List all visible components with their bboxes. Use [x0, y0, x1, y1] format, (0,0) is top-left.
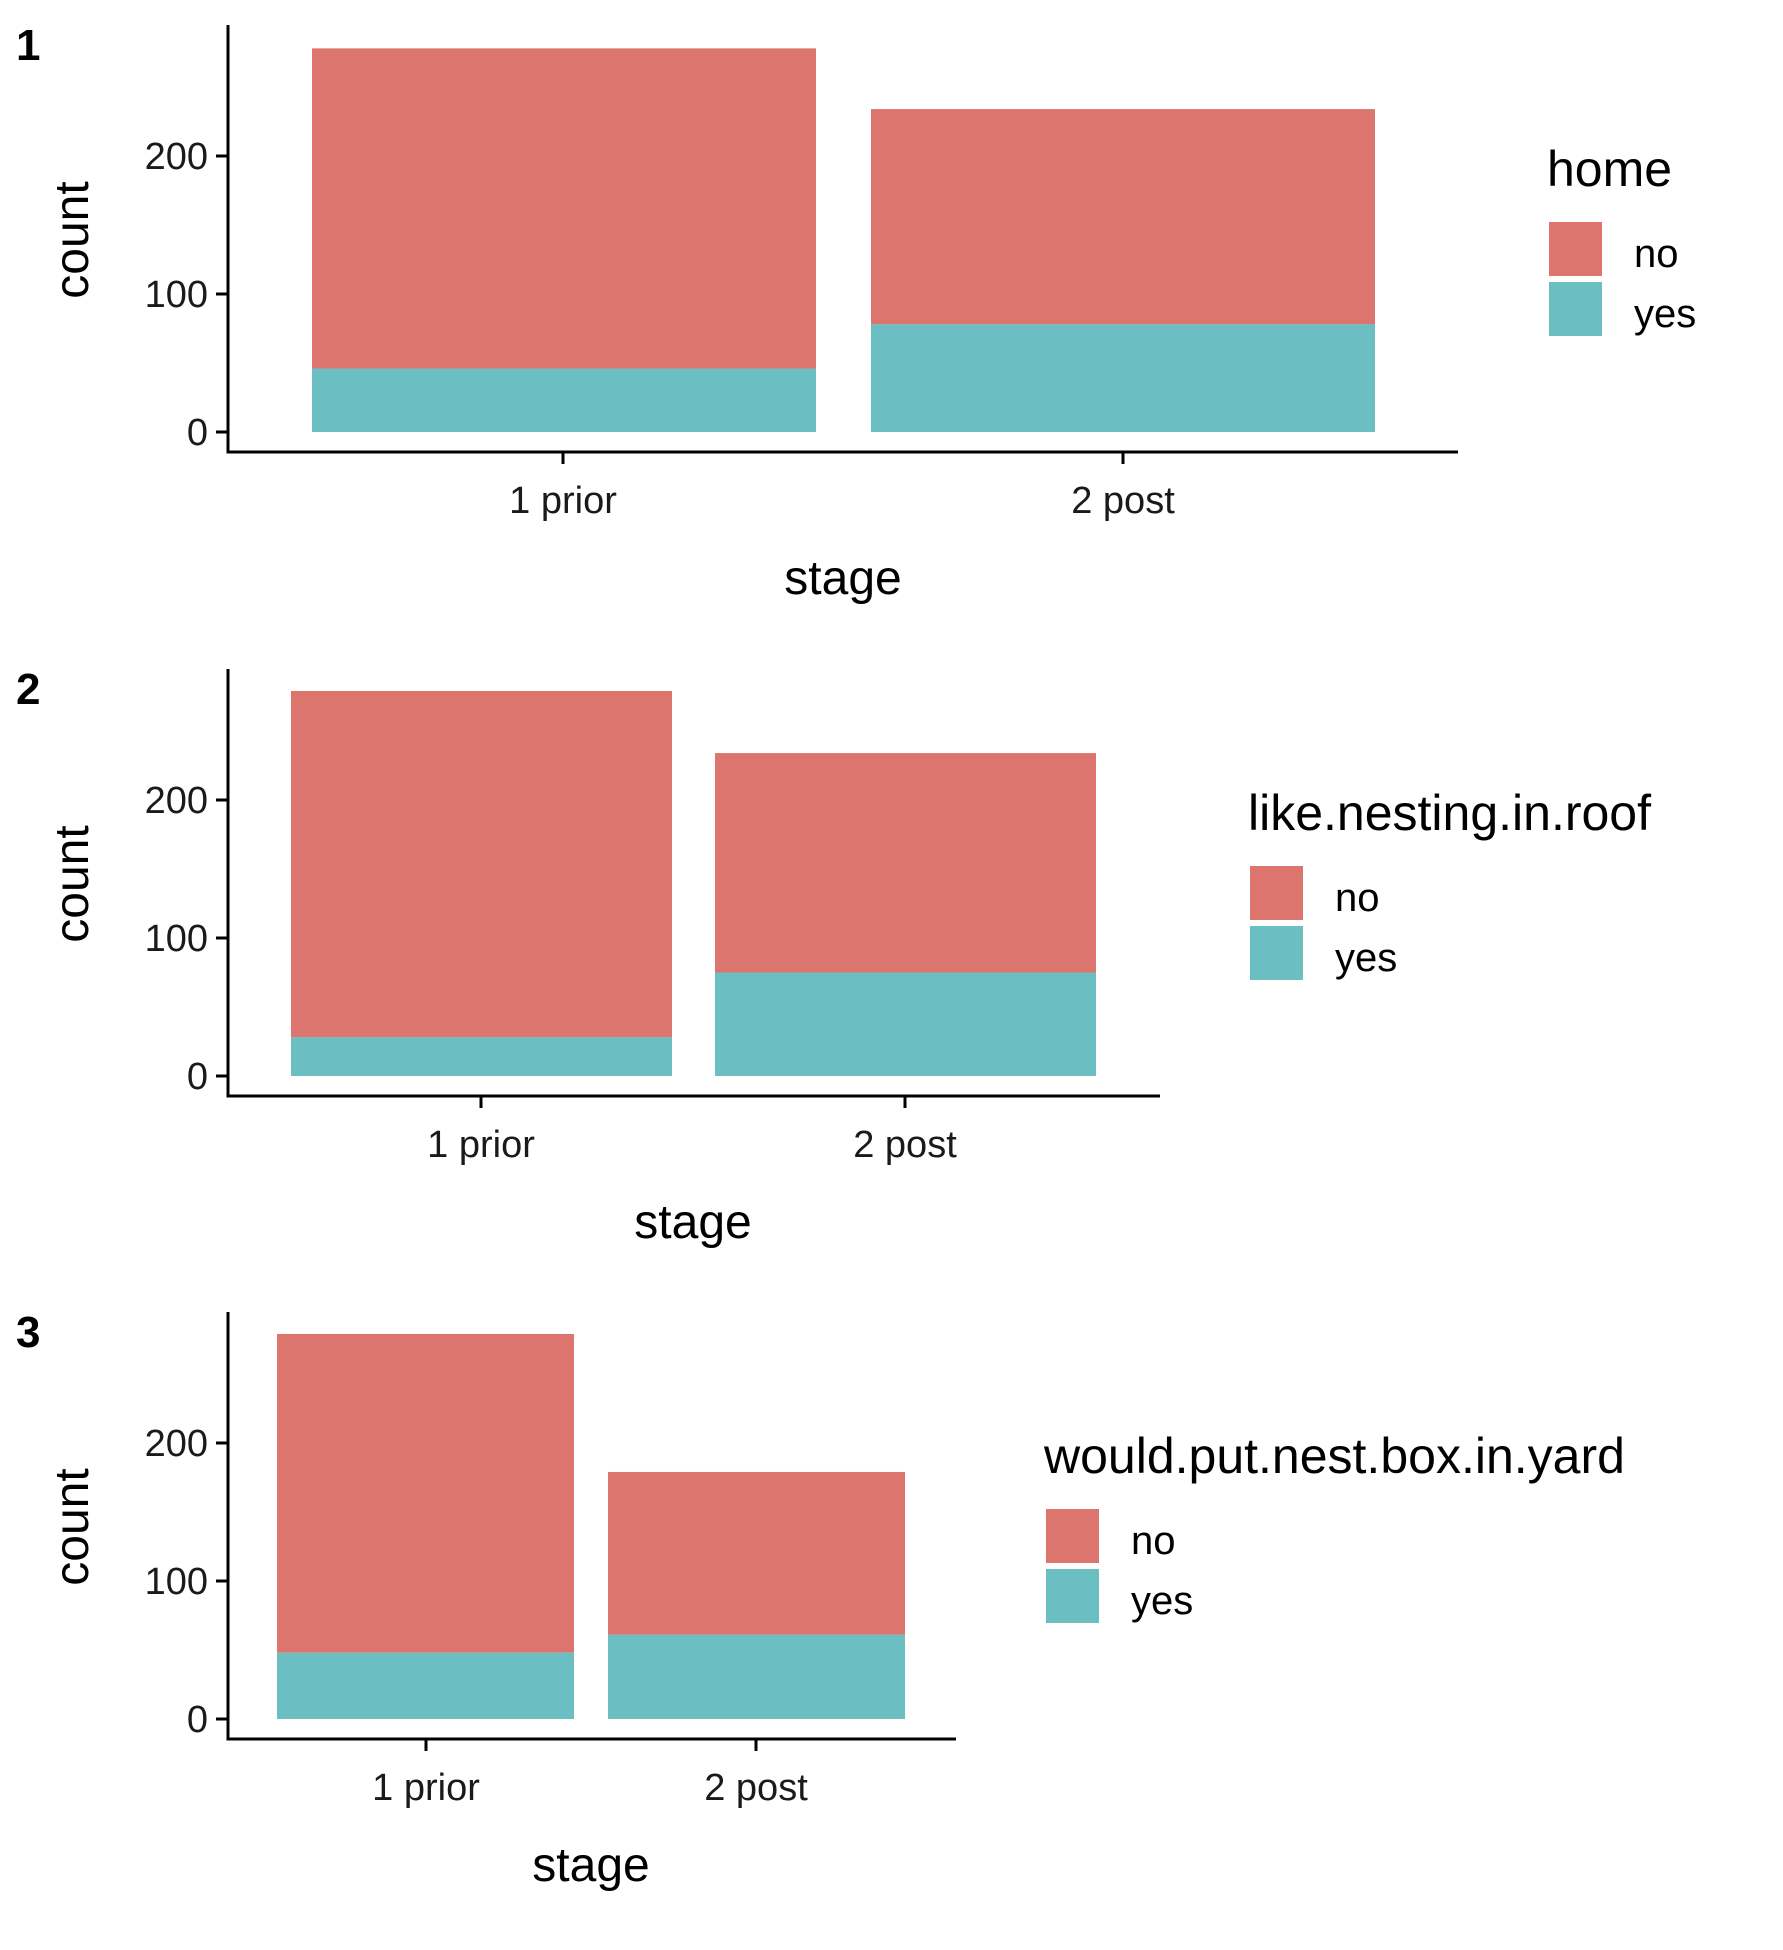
- y-tick-label: 100: [145, 274, 208, 316]
- legend-label-yes: yes: [1335, 936, 1397, 980]
- x-tick-label: 2 post: [853, 1124, 957, 1166]
- bar-no-2: [871, 109, 1375, 325]
- panel-tag: 3: [16, 1308, 40, 1357]
- panel-tag: 2: [16, 665, 40, 714]
- x-tick-label: 2 post: [704, 1767, 808, 1809]
- panel-tag: 1: [16, 21, 40, 70]
- y-tick-label: 0: [187, 1699, 208, 1741]
- legend-title: home: [1547, 141, 1672, 197]
- legend-swatch-no: [1549, 222, 1602, 276]
- bar-no-1: [312, 48, 816, 369]
- y-axis-title: count: [46, 181, 99, 298]
- bar-no-1: [291, 690, 672, 1038]
- bar-yes-2: [608, 1634, 905, 1719]
- x-tick-label: 1 prior: [372, 1767, 480, 1809]
- bar-no-2: [715, 753, 1096, 973]
- x-axis-title: stage: [532, 1839, 649, 1892]
- bar-yes-2: [715, 972, 1096, 1076]
- legend-title: like.nesting.in.roof: [1248, 785, 1651, 841]
- x-tick-label: 1 prior: [509, 480, 617, 522]
- y-tick-label: 200: [145, 136, 208, 178]
- legend-swatch-yes: [1250, 926, 1303, 980]
- bar-yes-2: [871, 324, 1375, 432]
- legend: home no yes: [1547, 141, 1696, 336]
- x-tick-label: 1 prior: [427, 1124, 535, 1166]
- y-tick-label: 200: [145, 1423, 208, 1465]
- bar-yes-1: [291, 1037, 672, 1076]
- legend-swatch-no: [1046, 1509, 1099, 1563]
- legend-swatch-yes: [1046, 1569, 1099, 1623]
- y-tick-label: 0: [187, 412, 208, 454]
- y-axis-title: count: [46, 1468, 99, 1585]
- bar-no-2: [608, 1471, 905, 1635]
- x-tick-label: 2 post: [1071, 480, 1175, 522]
- legend-label-yes: yes: [1131, 1579, 1193, 1623]
- legend-label-yes: yes: [1634, 292, 1696, 336]
- y-tick-label: 100: [145, 1561, 208, 1603]
- x-axis-title: stage: [784, 552, 901, 605]
- axis-lines: [226, 25, 1458, 454]
- panel-1: 1 0 100 200 1 prior 2 post stage count home no yes: [16, 21, 1696, 605]
- y-tick-label: 100: [145, 918, 208, 960]
- legend-label-no: no: [1335, 876, 1380, 920]
- legend-title: would.put.nest.box.in.yard: [1043, 1428, 1625, 1484]
- bar-yes-1: [277, 1652, 574, 1719]
- axis-lines: [226, 1312, 956, 1741]
- y-tick-label: 0: [187, 1056, 208, 1098]
- legend-label-no: no: [1634, 232, 1679, 276]
- y-tick-label: 200: [145, 780, 208, 822]
- panel-2: 2 0 100 200 1 prior 2 post stage count like.nest…: [16, 665, 1651, 1249]
- axis-lines: [226, 669, 1160, 1098]
- x-axis-title: stage: [634, 1196, 751, 1249]
- bar-yes-1: [312, 368, 816, 432]
- legend-swatch-yes: [1549, 282, 1602, 336]
- panel-3: 3 0 100 200 1 prior 2 post stage count would.put…: [16, 1308, 1625, 1892]
- legend: like.nesting.in.roof no yes: [1248, 785, 1651, 980]
- bar-no-1: [277, 1333, 574, 1653]
- legend-swatch-no: [1250, 866, 1303, 920]
- legend: would.put.nest.box.in.yard no yes: [1043, 1428, 1625, 1623]
- legend-label-no: no: [1131, 1519, 1176, 1563]
- y-axis-title: count: [46, 825, 99, 942]
